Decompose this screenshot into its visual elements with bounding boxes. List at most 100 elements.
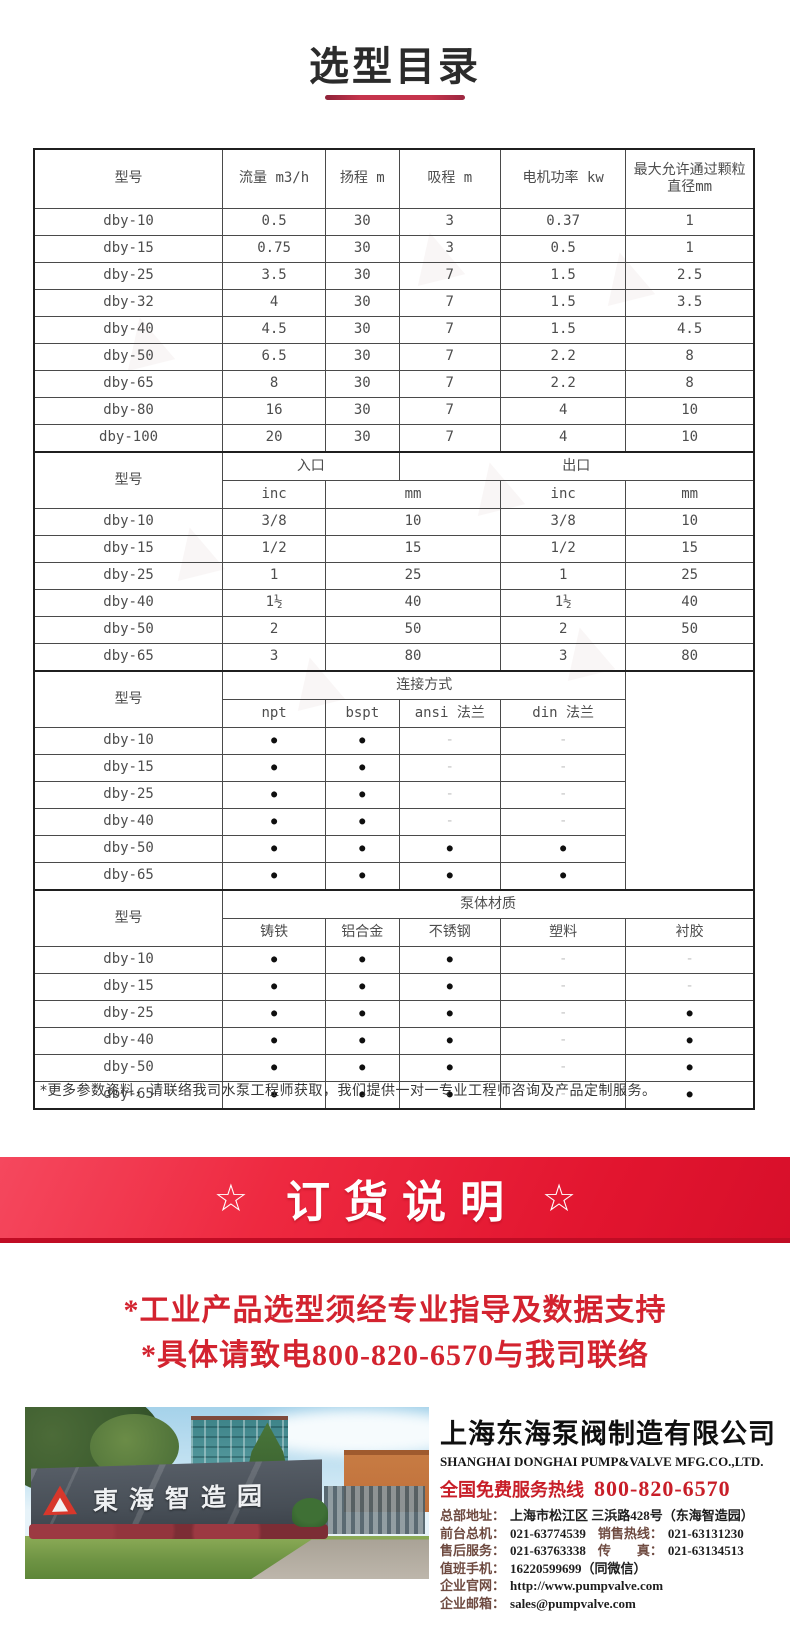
value-cell: 10 <box>325 508 502 536</box>
value-cell: - <box>500 1081 627 1110</box>
value-cell: ● <box>398 973 502 1001</box>
value-cell: 16 <box>222 397 327 425</box>
value-cell: ● <box>325 808 400 836</box>
table-row: dby-40 1½ 40 1½ 40 <box>33 589 755 617</box>
value-cell: 30 <box>325 235 400 263</box>
value-cell: 30 <box>325 370 400 398</box>
col-header: 铝合金 <box>325 918 400 947</box>
value-cell: - <box>500 946 627 974</box>
model-cell: dby-65 <box>33 643 224 672</box>
model-cell: dby-40 <box>33 589 224 617</box>
table-row: dby-50 6.5 30 7 2.2 8 <box>33 343 755 371</box>
value-cell: 10 <box>625 397 755 425</box>
value-cell: ● <box>325 835 400 863</box>
value-cell: - <box>500 754 627 782</box>
model-cell: dby-25 <box>33 781 224 809</box>
contact-label: 总部地址： <box>440 1508 506 1523</box>
value-cell: ● <box>398 1027 502 1055</box>
value-cell: - <box>500 973 627 1001</box>
value-cell: 2.2 <box>500 343 627 371</box>
value-cell: 8 <box>222 370 327 398</box>
table-row: dby-80 16 30 7 4 10 <box>33 397 755 425</box>
value-cell: ● <box>222 727 327 755</box>
col-header: 型号 <box>33 451 224 509</box>
subheader-row: inc mm inc mm <box>34 480 755 509</box>
value-cell: 4.5 <box>625 316 755 344</box>
value-cell: 3 <box>222 643 327 672</box>
value-cell: ● <box>325 781 400 809</box>
model-cell: dby-25 <box>33 1000 224 1028</box>
model-cell: dby-40 <box>33 316 224 344</box>
table-row: dby-15 1/2 15 1/2 15 <box>33 535 755 563</box>
model-cell: dby-10 <box>33 208 224 236</box>
value-cell: ● <box>500 835 627 863</box>
contact-label: 售后服务： <box>440 1543 506 1558</box>
contact-line: 企业官网： http://www.pumpvalve.com <box>440 1577 770 1595</box>
value-cell: 2 <box>222 616 327 644</box>
value-cell: ● <box>398 1000 502 1028</box>
value-cell: 6.5 <box>222 343 327 371</box>
table-row: dby-25 3.5 30 7 1.5 2.5 <box>33 262 755 290</box>
notice-line: *具体请致电800-820-6570与我司联络 <box>141 1339 649 1372</box>
value-cell: 1/2 <box>222 535 327 563</box>
material-section: 型号 泵体材质 铸铁 铝合金 不锈钢 塑料 衬胶 dby-10 ● ● ● - - dby-… <box>33 889 755 1110</box>
value-cell: 0.75 <box>222 235 327 263</box>
value-cell: 2.2 <box>500 370 627 398</box>
donghai-logo-icon <box>43 1485 78 1516</box>
model-cell: dby-10 <box>33 508 224 536</box>
value-cell: 4 <box>500 424 627 453</box>
col-header: mm <box>325 480 502 509</box>
value-cell: 1 <box>222 562 327 590</box>
value-cell: 4 <box>222 289 327 317</box>
facility-photo: 東海智造园 <box>25 1407 429 1579</box>
contact-line: 企业邮箱： sales@pumpvalve.com <box>440 1595 770 1613</box>
value-cell: 1.5 <box>500 316 627 344</box>
hotline-label: 全国免费服务热线 <box>440 1480 584 1500</box>
company-info: 上海东海泵阀制造有限公司 SHANGHAI DONGHAI PUMP&VALVE… <box>440 1412 775 1613</box>
contact-label: 企业官网： <box>440 1578 506 1593</box>
table-row: dby-15 ● ● ● - - <box>33 973 755 1001</box>
table-row: dby-10 ● ● - - <box>33 727 754 755</box>
value-cell: ● <box>325 1027 400 1055</box>
value-cell: 3 <box>398 208 502 236</box>
value-cell: ● <box>222 1054 327 1082</box>
value-cell: - <box>625 946 755 974</box>
value-cell: 40 <box>625 589 755 617</box>
title-underline <box>325 95 465 100</box>
contact-value: http://www.pumpvalve.com <box>510 1578 664 1593</box>
table-row: dby-50 ● ● ● - ● <box>33 1054 755 1082</box>
col-header: 流量 m3/h <box>222 148 327 209</box>
performance-section: 型号 流量 m3/h 扬程 m 吸程 m 电机功率 kw 最大允许通过颗粒直径m… <box>33 148 755 453</box>
col-header: 扬程 m <box>325 148 400 209</box>
model-cell: dby-50 <box>33 835 224 863</box>
model-cell: dby-32 <box>33 289 224 317</box>
model-cell: dby-10 <box>33 727 224 755</box>
value-cell: 3 <box>398 235 502 263</box>
value-cell: 10 <box>625 508 755 536</box>
value-cell: ● <box>325 1081 400 1110</box>
model-cell: dby-25 <box>33 262 224 290</box>
banner-title: 订货说明 <box>286 1176 518 1228</box>
table-row: dby-15 ● ● - - <box>33 754 754 782</box>
table-row: dby-40 ● ● ● - ● <box>33 1027 755 1055</box>
value-cell: 4.5 <box>222 316 327 344</box>
col-header: inc <box>222 480 327 509</box>
value-cell: ● <box>325 973 400 1001</box>
table-row: dby-65 8 30 7 2.2 8 <box>33 370 755 398</box>
col-header: 最大允许通过颗粒直径mm <box>625 148 755 209</box>
value-cell: 25 <box>325 562 502 590</box>
value-cell: ● <box>222 808 327 836</box>
value-cell: 3/8 <box>500 508 627 536</box>
value-cell: ● <box>398 862 502 891</box>
value-cell: 8 <box>625 343 755 371</box>
value-cell: 1½ <box>500 589 627 617</box>
value-cell: ● <box>222 973 327 1001</box>
model-cell: dby-50 <box>33 616 224 644</box>
value-cell: - <box>500 1054 627 1082</box>
contact-line: 值班手机： 16220599699（同微信） <box>440 1560 770 1578</box>
model-cell: dby-80 <box>33 397 224 425</box>
table-row: dby-32 4 30 7 1.5 3.5 <box>33 289 755 317</box>
value-cell: ● <box>325 1000 400 1028</box>
value-cell: ● <box>325 727 400 755</box>
contact-label: 销售热线： <box>597 1525 663 1541</box>
